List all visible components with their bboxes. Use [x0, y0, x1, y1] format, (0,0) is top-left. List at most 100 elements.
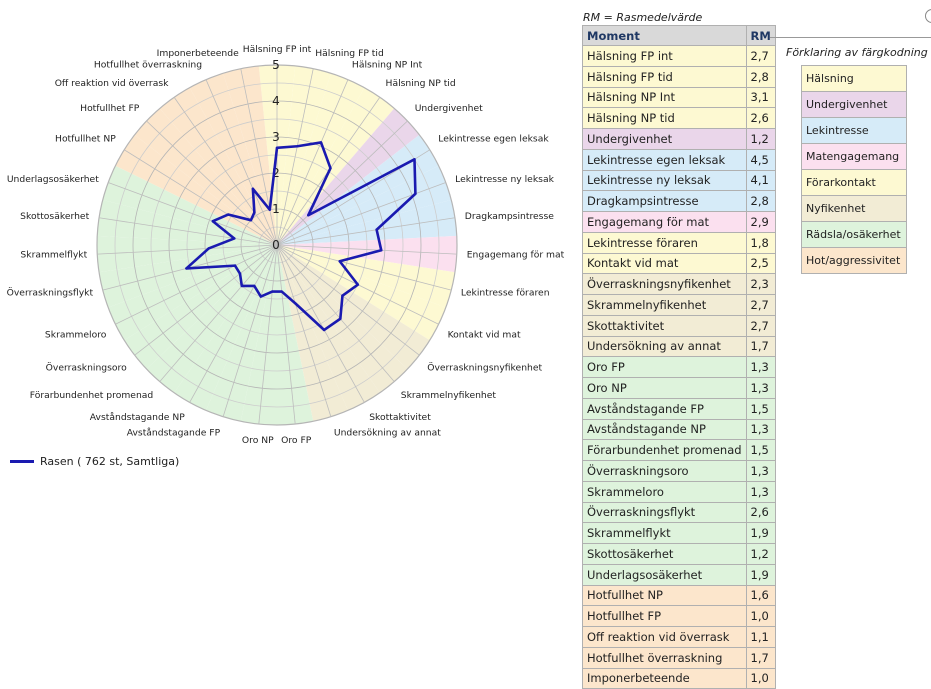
series-point	[240, 284, 244, 288]
rm-cell: 2,7	[745, 314, 776, 337]
moment-cell: Överraskningsnyfikenhet	[582, 273, 747, 295]
series-point	[380, 249, 383, 252]
table-row: Hotfullhet NP 1,6	[582, 584, 776, 607]
grid-spoke	[173, 97, 278, 246]
category-label: Off reaktion vid överrask	[55, 78, 169, 89]
rm-cell: 4,5	[745, 148, 776, 171]
series-point	[233, 237, 236, 240]
series-point	[339, 317, 342, 320]
table-row: Underlagsosäkerhet 1,9	[582, 563, 776, 586]
moment-cell: Undergivenhet	[582, 128, 747, 150]
grid-spoke	[276, 244, 395, 382]
series-point	[211, 220, 215, 223]
moment-cell: Skrammeloro	[582, 480, 747, 503]
series-point	[294, 302, 297, 305]
sector-nyfikenhet	[277, 245, 430, 370]
rm-cell: 1,7	[745, 646, 776, 669]
moment-cell: Skrammelflykt	[582, 522, 747, 544]
circle-icon[interactable]	[925, 9, 931, 23]
category-label: Hotfullhet NP	[55, 133, 116, 144]
moment-cell: Förarbundenhet promenad	[582, 439, 747, 461]
grid-spoke	[97, 244, 278, 255]
moment-cell: Hälsning NP Int	[582, 86, 747, 109]
grid-spoke	[276, 244, 365, 403]
rm-cell: 1,3	[745, 480, 776, 503]
grid-spoke	[258, 244, 278, 425]
color-key-row: Undergivenhet	[801, 91, 907, 118]
radial-tick-label: 1	[272, 202, 280, 216]
series-line	[185, 141, 417, 332]
table-row: Överraskningsnyfikenhet 2,3	[582, 273, 776, 295]
table-row: Lekintresse föraren 1,8	[582, 231, 776, 254]
category-label: Dragkampsintresse	[465, 211, 554, 222]
category-label: Skrammelnyfikenhet	[401, 390, 497, 401]
rm-note: RM = Rasmedelvärde	[583, 11, 703, 24]
sector-halsning	[277, 73, 365, 245]
moment-cell: Hotfullhet FP	[582, 605, 747, 627]
sector-nyfikenhet	[277, 245, 348, 422]
moment-cell: Avståndstagande FP	[582, 397, 747, 420]
rm-cell: 1,9	[745, 522, 776, 544]
table-row: Hälsning NP tid 2,6	[582, 107, 776, 129]
category-label: Lekintresse egen leksak	[438, 133, 549, 144]
category-label: Skrammelflykt	[20, 250, 87, 261]
radial-tick-label: 3	[272, 130, 280, 144]
series-point	[253, 211, 256, 214]
category-label: Överraskningsnyfikenhet	[427, 362, 542, 373]
table-header-row: Moment RM	[582, 25, 776, 46]
table-row: Oro NP 1,3	[582, 377, 776, 399]
color-key-item: Förarkontakt	[801, 169, 907, 196]
category-label: Undersökning av annat	[334, 427, 441, 438]
table-row: Förarbundenhet promenad 1,5	[582, 439, 776, 461]
category-label: Skottaktivitet	[369, 412, 431, 423]
moment-cell: Off reaktion vid överrask	[582, 626, 747, 648]
explain-panel	[770, 37, 931, 328]
color-key-item: Hot/aggressivitet	[801, 247, 907, 274]
category-label: Överraskningsflykt	[7, 288, 94, 299]
moment-cell: Lekintresse egen leksak	[582, 148, 747, 171]
category-label: Skrammeloro	[45, 330, 107, 341]
series-point	[319, 141, 323, 144]
table-row: Imponerbeteende 1,0	[582, 667, 776, 689]
moment-cell: Hälsning NP tid	[582, 107, 747, 129]
sector-halsning	[277, 87, 395, 245]
moment-cell: Skottosäkerhet	[582, 543, 747, 565]
sector-lekintresse	[277, 199, 457, 245]
category-label: Skottosäkerhet	[20, 211, 89, 222]
category-label: Avståndstagande NP	[90, 412, 185, 423]
rm-cell: 1,1	[745, 626, 776, 648]
category-label: Oro FP	[281, 435, 312, 446]
sector-forarkontakt	[277, 245, 446, 341]
series-point	[341, 294, 344, 297]
table-row: Undersökning av annat 1,7	[582, 335, 776, 358]
sector-radsla	[206, 245, 277, 422]
series-point	[185, 267, 188, 270]
legend-line-swatch	[10, 460, 34, 463]
series-point	[322, 328, 326, 332]
category-label: Lekintresse föraren	[461, 288, 550, 299]
series-point	[253, 284, 256, 288]
sector-hot	[159, 87, 277, 245]
series-point	[259, 295, 263, 298]
category-label: Imponerbeteende	[157, 48, 239, 59]
moment-cell: Hotfullhet NP	[582, 584, 747, 607]
color-key-item: Lekintresse	[801, 117, 907, 144]
rm-table: Moment RM Hälsning FP int 2,7 Hälsning FP …	[582, 25, 776, 689]
sector-radsla	[102, 165, 277, 245]
color-key-row: Hälsning	[801, 65, 907, 92]
rm-cell: 1,7	[745, 335, 776, 358]
series-point	[280, 290, 283, 293]
table-row: Off reaktion vid överrask 1,1	[582, 626, 776, 648]
moment-cell: Överraskningsflykt	[582, 501, 747, 524]
moment-cell: Avståndstagande NP	[582, 418, 747, 441]
series-point	[275, 146, 279, 149]
grid-spoke	[276, 217, 455, 246]
rm-cell: 1,5	[745, 439, 776, 461]
series-point	[251, 187, 255, 190]
moment-cell: Hälsning FP tid	[582, 65, 747, 88]
color-key-title: Förklaring av färgkodning	[786, 46, 928, 59]
rm-cell: 1,3	[745, 356, 776, 378]
sector-radsla	[97, 199, 278, 245]
color-key-item: Undergivenhet	[801, 91, 907, 118]
moment-cell: Oro FP	[582, 356, 747, 378]
